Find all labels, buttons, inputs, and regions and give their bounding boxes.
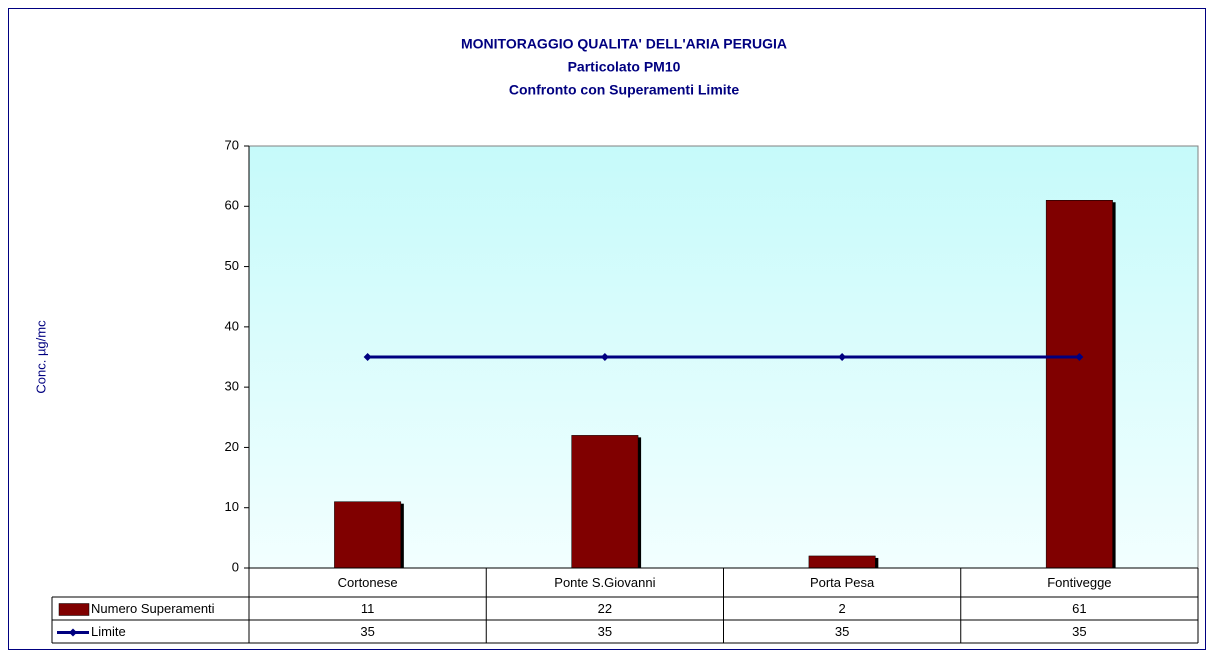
table-value: 35 bbox=[598, 624, 612, 639]
x-tick-label: Porta Pesa bbox=[810, 575, 875, 590]
legend-label: Numero Superamenti bbox=[91, 601, 215, 616]
legend-label: Limite bbox=[91, 624, 126, 639]
x-tick-label: Fontivegge bbox=[1047, 575, 1111, 590]
x-tick-label: Ponte S.Giovanni bbox=[554, 575, 655, 590]
chart-subtitle: Particolato PM10 bbox=[568, 59, 681, 75]
line-marker bbox=[1075, 353, 1084, 361]
table-value: 2 bbox=[839, 601, 846, 616]
y-tick-label: 70 bbox=[225, 137, 239, 152]
y-tick-label: 60 bbox=[225, 198, 239, 213]
bar bbox=[571, 435, 639, 569]
table-value: 22 bbox=[598, 601, 612, 616]
line-marker bbox=[600, 353, 609, 361]
bar bbox=[334, 501, 402, 569]
y-tick-label: 50 bbox=[225, 258, 239, 273]
y-axis-label: Conc. µg/mc bbox=[33, 320, 48, 394]
table-value: 35 bbox=[360, 624, 374, 639]
y-tick-label: 40 bbox=[225, 318, 239, 333]
table-value: 61 bbox=[1072, 601, 1086, 616]
bar bbox=[808, 555, 876, 569]
legend-key-marker bbox=[69, 628, 77, 637]
table-value: 35 bbox=[835, 624, 849, 639]
y-tick-label: 20 bbox=[225, 439, 239, 454]
y-tick-label: 0 bbox=[232, 559, 239, 574]
chart-title: MONITORAGGIO QUALITA' DELL'ARIA PERUGIA bbox=[461, 36, 787, 52]
legend-key bbox=[58, 603, 90, 616]
x-tick-label: Cortonese bbox=[338, 575, 398, 590]
table-value: 35 bbox=[1072, 624, 1086, 639]
y-tick-label: 10 bbox=[225, 499, 239, 514]
y-tick-label: 30 bbox=[225, 379, 239, 394]
bar bbox=[1045, 200, 1113, 569]
table-value: 11 bbox=[361, 601, 375, 616]
chart-subtitle: Confronto con Superamenti Limite bbox=[509, 82, 739, 98]
line-marker bbox=[838, 353, 847, 361]
line-marker bbox=[363, 353, 372, 361]
